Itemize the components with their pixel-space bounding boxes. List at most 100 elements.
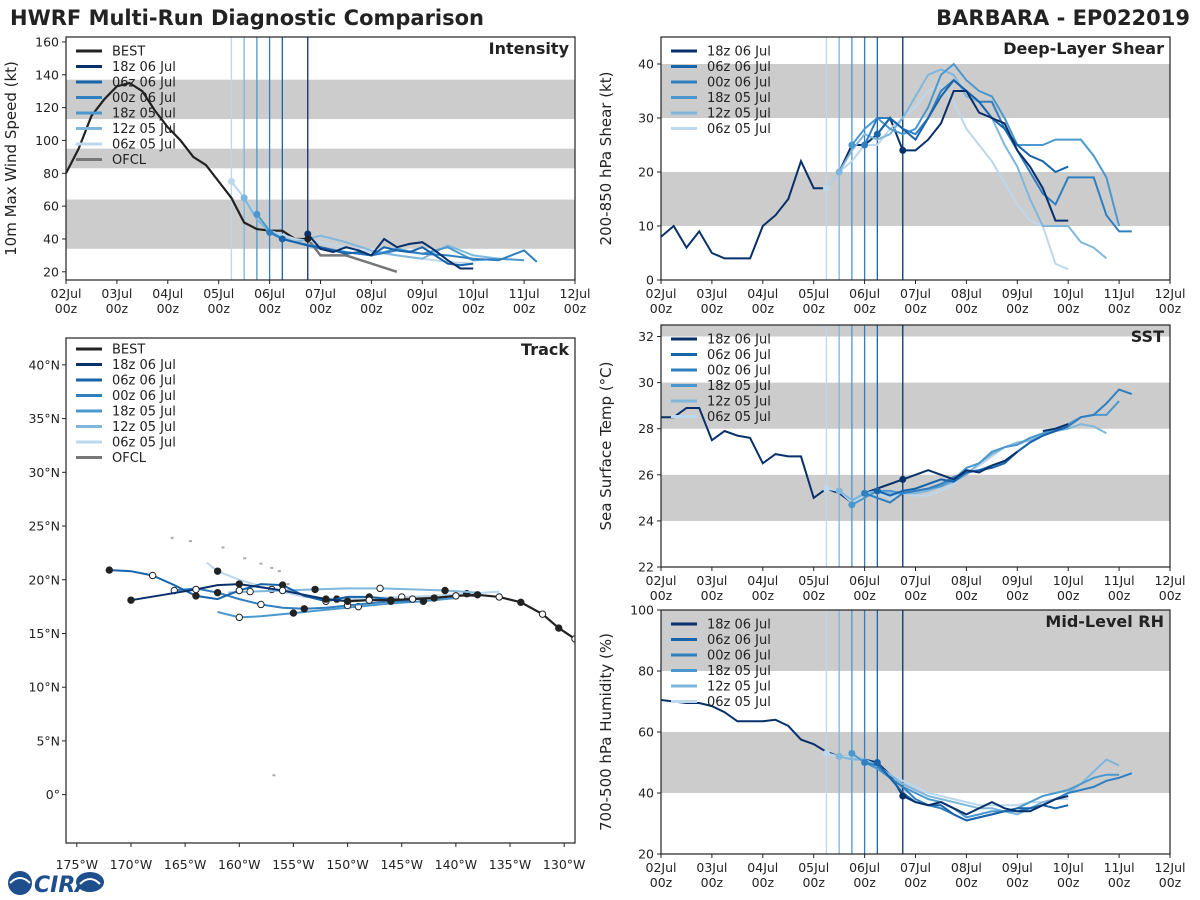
intensity-panel: 2040608010012014016002Jul00z03Jul00z04Ju… <box>2 34 591 316</box>
shear-xtick-hour: 00z <box>1108 301 1131 316</box>
intensity-shade-band <box>66 199 575 249</box>
sst-ytick-label: 26 <box>638 467 654 482</box>
track-frame <box>65 337 576 844</box>
sst-xtick-day: 07Jul <box>900 573 931 588</box>
track-lon-label: 165°W <box>164 857 206 872</box>
track-lon-label: 140°W <box>435 857 477 872</box>
intensity-ytick-label: 160 <box>35 34 59 49</box>
sst-ytick-label: 30 <box>638 375 654 390</box>
sst-xtick-hour: 00z <box>904 588 927 603</box>
island-marker <box>189 540 193 543</box>
shear-series-line <box>876 78 1069 174</box>
intensity-xtick-day: 09Jul <box>407 286 438 301</box>
rh-xtick-hour: 00z <box>1159 875 1182 890</box>
shear-legend-label: 18z 05 Jul <box>707 91 771 106</box>
rh-panel: 2040608010002Jul00z03Jul00z04Jul00z05Jul… <box>597 603 1186 891</box>
track-position-marker <box>192 585 200 594</box>
shear-init-point <box>899 146 907 154</box>
sst-ytick-label: 28 <box>638 421 654 436</box>
track-series-line <box>130 583 348 603</box>
rh-ytick-label: 40 <box>638 786 654 801</box>
intensity-init-point <box>304 230 312 238</box>
intensity-xtick-day: 03Jul <box>101 286 132 301</box>
sst-ytick-label: 32 <box>638 329 654 344</box>
island-marker <box>270 566 274 569</box>
shear-legend-label: 06z 06 Jul <box>707 60 771 75</box>
shear-xtick-hour: 00z <box>1006 301 1029 316</box>
intensity-title: Intensity <box>489 39 570 58</box>
rh-xtick-day: 04Jul <box>747 860 778 875</box>
rh-init-point <box>835 752 843 760</box>
intensity-xtick-hour: 00z <box>360 301 383 316</box>
track-position-marker <box>278 586 287 595</box>
track-position-marker <box>192 592 200 600</box>
track-lon-label: 160°W <box>218 857 260 872</box>
rh-ytick-label: 60 <box>638 725 654 740</box>
intensity-init-point <box>266 228 274 236</box>
shear-init-point <box>873 130 881 138</box>
track-lon-label: 155°W <box>272 857 314 872</box>
track-lat-label: 5°N <box>36 733 60 748</box>
shear-xtick-day: 03Jul <box>696 286 727 301</box>
sst-init-point <box>848 501 856 509</box>
rh-ytick-label: 20 <box>638 847 654 862</box>
sst-xtick-hour: 00z <box>802 588 825 603</box>
rh-xtick-day: 05Jul <box>798 860 829 875</box>
track-lon-label: 135°W <box>489 857 531 872</box>
shear-panel: 01020304002Jul00z03Jul00z04Jul00z05Jul00… <box>597 36 1186 316</box>
track-lat-label: 10°N <box>28 680 60 695</box>
rh-xtick-hour: 00z <box>650 875 673 890</box>
shear-data <box>661 37 1132 280</box>
intensity-shade-band <box>66 79 575 120</box>
track-best-marker <box>517 598 525 607</box>
track-position-marker <box>235 580 243 588</box>
logo-emblem-icon <box>76 872 104 892</box>
track-series-line <box>109 569 392 603</box>
shear-xtick-day: 08Jul <box>951 286 982 301</box>
sst-panel: 22242628303202Jul00z03Jul00z04Jul00z05Ju… <box>597 324 1186 603</box>
sst-shade-band <box>661 382 1170 429</box>
sst-shade-band <box>661 474 1170 521</box>
shear-legend-label: 00z 06 Jul <box>707 76 771 91</box>
figure-title: HWRF Multi-Run Diagnostic Comparison <box>10 6 484 30</box>
track-best-marker <box>408 595 417 603</box>
rh-legend-label: 12z 05 Jul <box>707 680 771 695</box>
intensity-xtick-day: 07Jul <box>305 286 336 301</box>
sst-series-tail <box>1042 423 1069 432</box>
sst-shade-band <box>661 325 1170 337</box>
sst-ytick-label: 22 <box>638 560 654 575</box>
intensity-xtick-day: 06Jul <box>254 286 285 301</box>
sst-init-point <box>899 475 907 483</box>
shear-shade-band <box>661 172 1170 226</box>
track-lat-label: 15°N <box>28 626 60 641</box>
rh-xtick-hour: 00z <box>853 875 876 890</box>
rh-legend-label: 06z 06 Jul <box>707 633 771 648</box>
shear-xtick-day: 09Jul <box>1002 286 1033 301</box>
track-legend-label: BEST <box>112 343 145 358</box>
rh-xtick-day: 08Jul <box>951 860 982 875</box>
track-position-marker <box>105 566 114 574</box>
shear-xtick-day: 06Jul <box>849 286 880 301</box>
sst-xtick-hour: 00z <box>955 588 978 603</box>
sst-bands <box>661 325 1170 521</box>
intensity-init-point <box>278 235 286 243</box>
logo-globe-icon <box>8 871 32 895</box>
shear-xtick-day: 04Jul <box>747 286 778 301</box>
intensity-xtick-day: 11Jul <box>509 286 540 301</box>
intensity-xtick-hour: 00z <box>258 301 281 316</box>
sst-series-line <box>902 450 1018 481</box>
intensity-ytick-label: 80 <box>43 166 59 181</box>
track-best-marker <box>452 592 460 600</box>
intensity-legend-label: 00z 06 Jul <box>112 91 176 106</box>
shear-xtick-day: 02Jul <box>646 286 677 301</box>
track-best-marker <box>387 596 395 604</box>
shear-init-point <box>822 184 830 192</box>
intensity-series-line <box>282 238 474 267</box>
intensity-xtick-hour: 00z <box>207 301 230 316</box>
rh-legend-label: 18z 05 Jul <box>707 664 771 679</box>
rh-xtick-hour: 00z <box>701 875 724 890</box>
intensity-bands <box>66 79 575 249</box>
shear-xtick-hour: 00z <box>650 301 673 316</box>
sst-init-point <box>861 489 869 497</box>
sst-legend-label: 06z 05 Jul <box>707 410 771 425</box>
